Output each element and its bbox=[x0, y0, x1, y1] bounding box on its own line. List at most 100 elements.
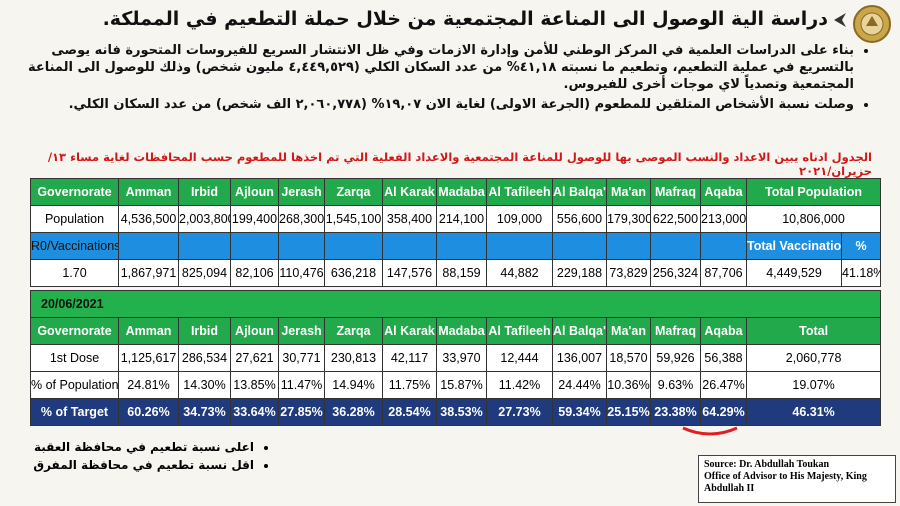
table-cell: Ma'an bbox=[606, 317, 651, 345]
table-cell: 73,829 bbox=[606, 259, 651, 287]
table-cell: Ajloun bbox=[230, 317, 279, 345]
table-cell: 10.36% bbox=[606, 371, 651, 399]
table-cell: 42,117 bbox=[382, 344, 437, 372]
table-cell: 27,621 bbox=[230, 344, 279, 372]
source-box: Source: Dr. Abdullah Toukan Office of Ad… bbox=[698, 455, 896, 503]
table-cell: 136,007 bbox=[552, 344, 607, 372]
table-cell: Ajloun bbox=[230, 178, 279, 206]
table-cell: 46.31% bbox=[745, 398, 882, 426]
highlight-mark bbox=[682, 426, 738, 436]
table-cell: Madaba bbox=[436, 178, 487, 206]
table-cell: 636,218 bbox=[324, 259, 383, 287]
table-cell: 12,444 bbox=[486, 344, 553, 372]
table-cell: 14.94% bbox=[324, 371, 383, 399]
table-cell: Total Vaccinations bbox=[746, 232, 842, 260]
table-cell: 1,545,100 bbox=[324, 205, 383, 233]
table-cell: 11.47% bbox=[278, 371, 325, 399]
table-cell: 1,125,617 bbox=[118, 344, 179, 372]
table-cell: 18,570 bbox=[606, 344, 651, 372]
table-row: % of Target 60.26% 34.73% 33.64% 27.85% 36.28… bbox=[30, 398, 882, 426]
table-cell: 60.26% bbox=[118, 398, 179, 426]
table-cell: 11.42% bbox=[486, 371, 553, 399]
table-cell: 26.47% bbox=[700, 371, 747, 399]
table-cell: 9.63% bbox=[650, 371, 701, 399]
table-cell: 19.07% bbox=[745, 371, 882, 399]
table-cell: 34.73% bbox=[178, 398, 231, 426]
table-row: 20/06/2021 bbox=[29, 290, 882, 318]
table-cell: Total bbox=[745, 317, 882, 345]
table-cell: 110,476 bbox=[278, 259, 325, 287]
table-cell: 38.53% bbox=[436, 398, 487, 426]
empty-cell bbox=[230, 232, 279, 260]
table-cell: 23.38% bbox=[650, 398, 701, 426]
table-cell: 82,106 bbox=[230, 259, 279, 287]
table-cell: Jerash bbox=[278, 178, 325, 206]
empty-cell bbox=[278, 232, 325, 260]
table-caption: الجدول ادناه يبين الاعداد والنسب الموصى … bbox=[47, 150, 872, 178]
arrow-icon bbox=[834, 13, 846, 27]
empty-cell bbox=[382, 232, 437, 260]
table-cell: 230,813 bbox=[324, 344, 383, 372]
notes: اعلى نسبة تطعيم في محافظة العقبة اقل نسب… bbox=[14, 438, 270, 474]
table-cell: 825,094 bbox=[178, 259, 231, 287]
table-cell: 27.85% bbox=[278, 398, 325, 426]
table-cell: R0/Vaccinations bbox=[30, 232, 119, 260]
table-row: 1.70 1,867,971 825,094 82,106 110,476 636,218… bbox=[30, 259, 882, 287]
table-cell: Mafraq bbox=[650, 178, 701, 206]
table-cell: 1st Dose bbox=[30, 344, 119, 372]
table-cell: 36.28% bbox=[324, 398, 383, 426]
table-cell: Madaba bbox=[436, 317, 487, 345]
table-cell: Irbid bbox=[178, 317, 231, 345]
table-cell: 147,576 bbox=[382, 259, 437, 287]
title: دراسة الية الوصول الى المناعة المجتمعية … bbox=[102, 8, 828, 30]
note: اعلى نسبة تطعيم في محافظة العقبة bbox=[14, 438, 254, 456]
table-cell: 229,188 bbox=[552, 259, 607, 287]
table-row: Population 4,536,500 2,003,800 199,400 268,3… bbox=[30, 205, 882, 233]
table-row: 1st Dose 1,125,617 286,534 27,621 30,771 230,… bbox=[30, 344, 882, 372]
emblem bbox=[853, 5, 891, 43]
vaccination-table: 20/06/2021 Governorate Amman Irbid Ajloun Jer… bbox=[29, 290, 882, 426]
table-cell: 10,806,000 bbox=[745, 205, 882, 233]
table-cell: 24.81% bbox=[118, 371, 179, 399]
table-cell: Al Balqa' bbox=[552, 317, 607, 345]
table-cell: 87,706 bbox=[700, 259, 747, 287]
bullet: بناء على الدراسات العلمية في المركز الوط… bbox=[26, 42, 854, 93]
table-cell: Ma'an bbox=[606, 178, 651, 206]
empty-cell bbox=[552, 232, 607, 260]
table-cell: Amman bbox=[118, 178, 179, 206]
table-cell: % of Target bbox=[30, 398, 119, 426]
table-cell: Al Tafileeh bbox=[486, 178, 553, 206]
table-cell: Governorate bbox=[30, 178, 119, 206]
table-cell: 11.75% bbox=[382, 371, 437, 399]
table-cell: 4,536,500 bbox=[118, 205, 179, 233]
source-line: Office of Advisor to His Majesty, King A… bbox=[704, 471, 867, 494]
table-cell: % of Population bbox=[30, 371, 119, 399]
table-cell: Total Population bbox=[745, 178, 882, 206]
empty-cell bbox=[650, 232, 701, 260]
source-line: Source: Dr. Abdullah Toukan bbox=[704, 459, 830, 470]
table-row: Governorate Amman Irbid Ajloun Jerash Zarqa Al… bbox=[30, 317, 882, 345]
table-cell: 30,771 bbox=[278, 344, 325, 372]
table-cell: 27.73% bbox=[486, 398, 553, 426]
note: اقل نسبة تطعيم في محافظة المفرق bbox=[14, 456, 254, 474]
table-cell: 13.85% bbox=[230, 371, 279, 399]
table-cell: Al Tafileeh bbox=[486, 317, 553, 345]
empty-cell bbox=[606, 232, 651, 260]
table-cell: 28.54% bbox=[382, 398, 437, 426]
table-cell: Zarqa bbox=[324, 317, 383, 345]
empty-cell bbox=[486, 232, 553, 260]
table-cell: 256,324 bbox=[650, 259, 701, 287]
table-cell: 2,060,778 bbox=[745, 344, 882, 372]
table-cell: 1,867,971 bbox=[118, 259, 179, 287]
empty-cell bbox=[700, 232, 747, 260]
table-cell: 2,003,800 bbox=[178, 205, 231, 233]
table-cell: 24.44% bbox=[552, 371, 607, 399]
table-cell: 20/06/2021 bbox=[29, 290, 882, 318]
table-cell: Jerash bbox=[278, 317, 325, 345]
table-cell: 33.64% bbox=[230, 398, 279, 426]
table-cell: Irbid bbox=[178, 178, 231, 206]
table-cell: Mafraq bbox=[650, 317, 701, 345]
table-cell: Al Balqa' bbox=[552, 178, 607, 206]
table-cell: Zarqa bbox=[324, 178, 383, 206]
